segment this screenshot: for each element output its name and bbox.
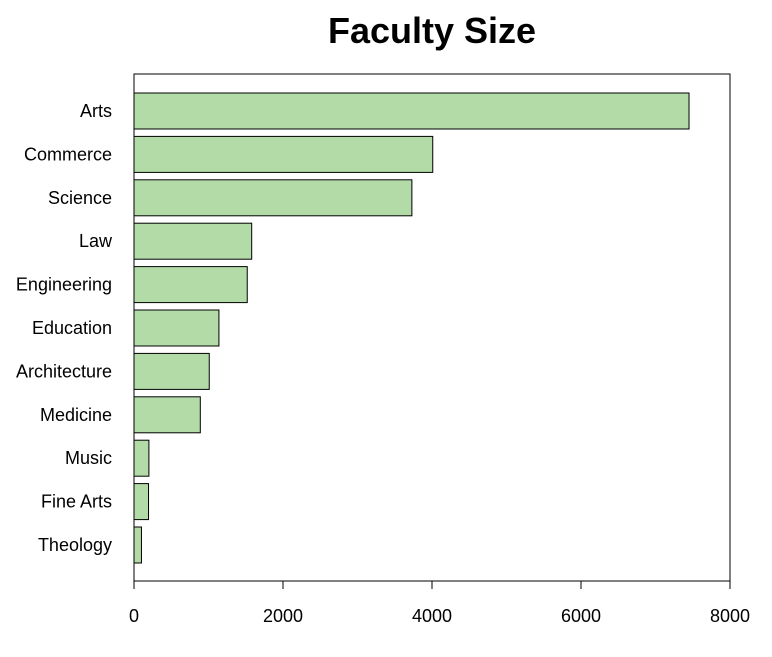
category-label: Arts [80,101,112,121]
bar-medicine [133,396,201,434]
bar-music [133,439,150,477]
chart-title: Faculty Size [328,10,536,51]
bar-engineering [133,266,248,304]
x-tick-label: 4000 [412,606,452,626]
x-tick-label: 6000 [561,606,601,626]
bar-commerce [133,135,434,173]
category-label: Education [32,318,112,338]
bars [133,92,690,564]
bar-fine-arts [133,483,150,521]
bar-science [133,179,413,217]
category-label: Fine Arts [41,492,112,512]
bar-theology [133,526,142,564]
category-label: Commerce [24,144,112,164]
x-axis: 0 2000 4000 6000 8000 [129,580,750,626]
category-label: Theology [38,535,112,555]
bar-law [133,222,253,260]
category-label: Music [65,448,112,468]
category-label: Science [48,188,112,208]
category-label: Law [79,231,113,251]
x-tick-label: 8000 [710,606,750,626]
bar-architecture [133,352,210,390]
category-labels: Arts Commerce Science Law Engineering Educati… [16,101,113,555]
x-tick-label: 2000 [263,606,303,626]
category-label: Engineering [16,275,112,295]
bar-arts [133,92,690,130]
bar-education [133,309,220,347]
category-label: Medicine [40,405,112,425]
category-label: Architecture [16,361,112,381]
x-tick-label: 0 [129,606,139,626]
